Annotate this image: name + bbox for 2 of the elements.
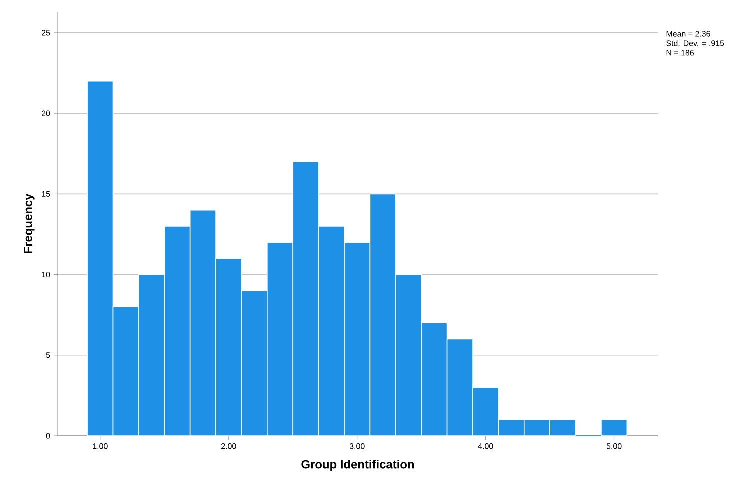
x-axis-title: Group Identification [302,460,414,472]
y-axis-title: Frequency [24,194,35,254]
